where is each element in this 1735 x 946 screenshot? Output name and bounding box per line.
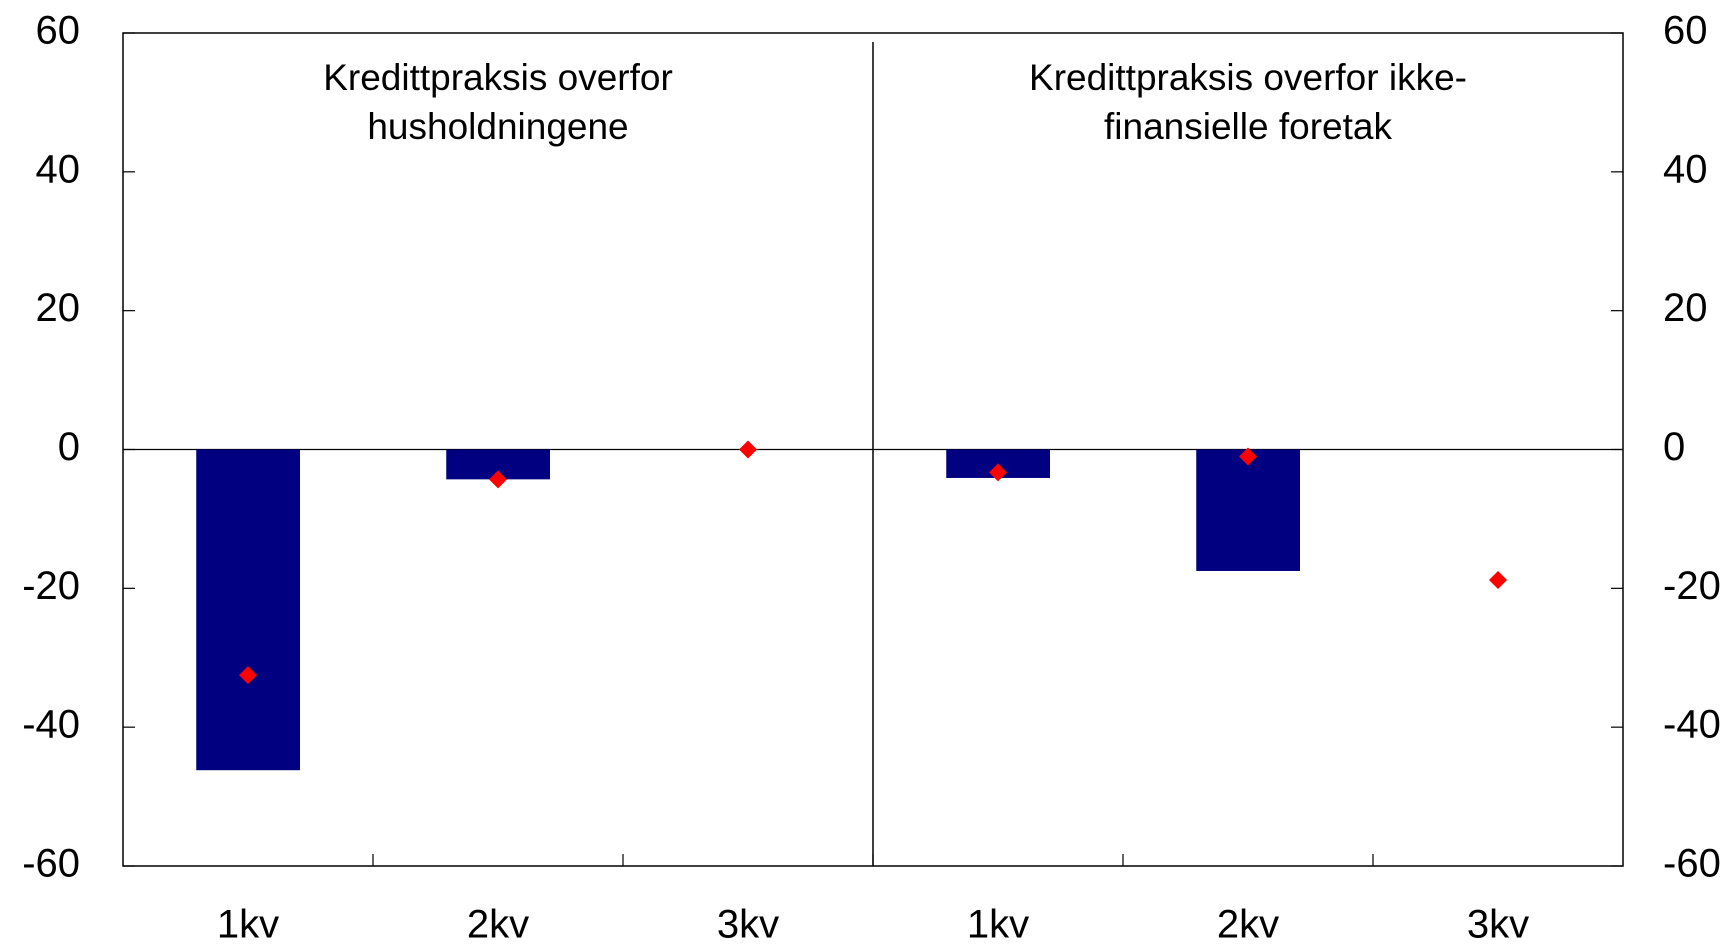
y2-tick-label: 40: [1663, 147, 1708, 191]
diamond-marker: [989, 463, 1007, 482]
x-tick-label: 1kv: [967, 903, 1029, 946]
y2-tick-label: 60: [1663, 9, 1708, 53]
panel-title: Kredittpraksis overfor ikke-: [1029, 57, 1467, 98]
y2-tick-label: -60: [1663, 842, 1721, 886]
diamond-marker: [1239, 447, 1257, 466]
diamond-marker: [739, 440, 757, 459]
y-tick-label: -40: [22, 703, 80, 747]
diamond-marker: [489, 470, 507, 489]
y-tick-label: 40: [36, 147, 81, 191]
panel-title: husholdningene: [367, 106, 628, 147]
y-tick-label: 0: [58, 425, 80, 469]
y2-tick-label: -40: [1663, 703, 1721, 747]
y-tick-label: -60: [22, 842, 80, 886]
y-tick-label: -20: [22, 564, 80, 608]
y-tick-label: 60: [36, 9, 81, 53]
panel-title: Kredittpraksis overfor: [323, 57, 673, 98]
x-tick-label: 3kv: [717, 903, 779, 946]
bar: [1196, 449, 1300, 571]
x-tick-label: 2kv: [467, 903, 529, 946]
diamond-marker: [1489, 571, 1507, 590]
x-tick-label: 3kv: [1467, 903, 1529, 946]
y2-tick-label: 0: [1663, 425, 1685, 469]
x-tick-label: 1kv: [217, 903, 279, 946]
diamond-marker: [239, 666, 257, 685]
y-tick-label: 20: [36, 286, 81, 330]
y2-tick-label: -20: [1663, 564, 1721, 608]
y2-tick-label: 20: [1663, 286, 1708, 330]
panel-title: finansielle foretak: [1104, 106, 1392, 147]
x-tick-label: 2kv: [1217, 903, 1279, 946]
bar: [196, 449, 300, 771]
